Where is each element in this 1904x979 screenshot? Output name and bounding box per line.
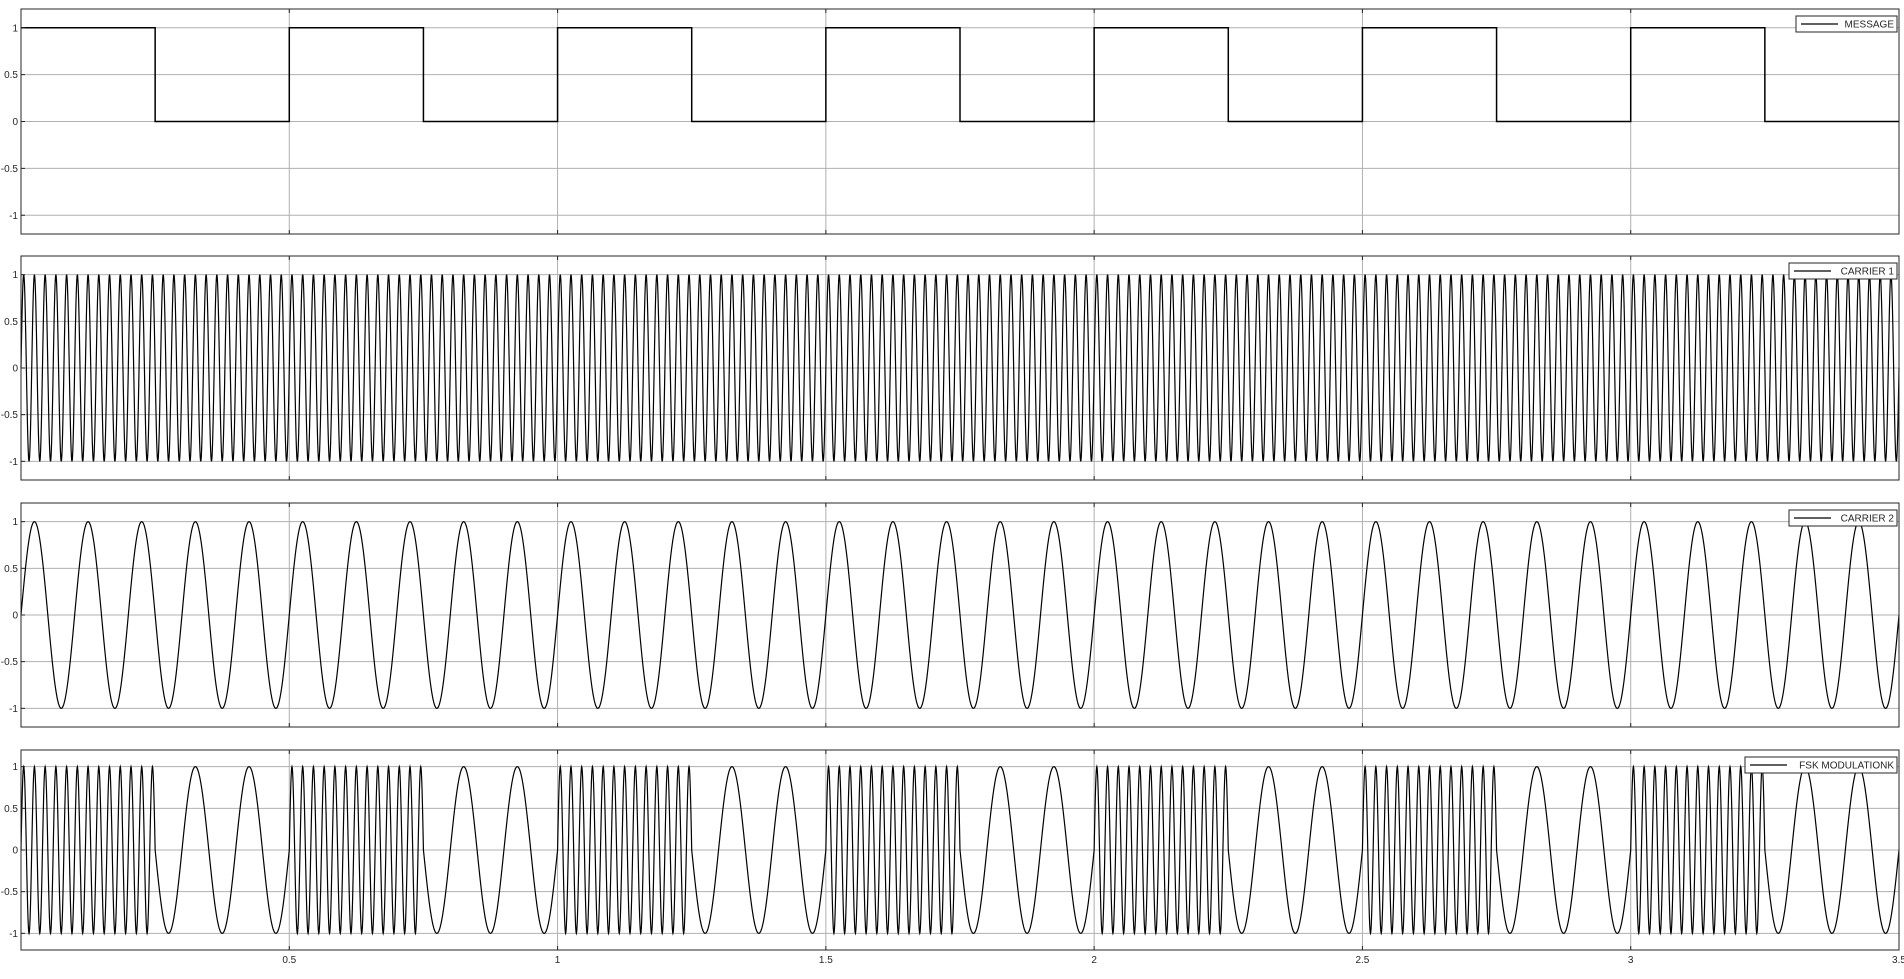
legend-box (1744, 756, 1898, 774)
y-tick-label: -0.5 (1, 164, 19, 175)
x-tick-label: 3 (1628, 955, 1634, 966)
y-tick-label: -0.5 (1, 410, 19, 421)
y-tick-label: 0 (12, 117, 18, 128)
y-tick-label: 0.5 (4, 804, 18, 815)
chart-panel-1: 1 0.5 0 -0.5 -1 MESSAGE (1, 8, 1900, 235)
y-tick-label: 1 (12, 270, 18, 281)
y-tick-label: 0.5 (4, 317, 18, 328)
y-tick-label: 1 (12, 762, 18, 773)
series-line-1 (20, 274, 1900, 462)
legend-label: CARRIER 1 (1841, 267, 1895, 278)
legend: CARRIER 1 (1788, 262, 1898, 280)
x-tick-label: 2.5 (1355, 955, 1369, 966)
y-tick-label: -1 (9, 704, 18, 715)
x-tick-label: 1 (555, 955, 561, 966)
y-tick-label: 1 (12, 517, 18, 528)
series-line-1 (21, 27, 1899, 123)
y-tick-label: 0 (12, 364, 18, 375)
y-tick-label: 0 (12, 846, 18, 857)
y-tick-label: 1 (12, 23, 18, 34)
x-tick-label: 1.5 (819, 955, 833, 966)
y-tick-label: -0.5 (1, 657, 19, 668)
x-tick-label: 0.5 (282, 955, 296, 966)
legend-label: CARRIER 2 (1841, 514, 1895, 525)
y-tick-label: 0 (12, 611, 18, 622)
legend-box (1788, 262, 1898, 280)
legend-label: MESSAGE (1845, 20, 1895, 31)
x-tick-label: 3.5 (1892, 955, 1904, 966)
y-tick-label: -0.5 (1, 887, 19, 898)
legend-box (1795, 15, 1898, 33)
legend-label: FSK MODULATIONK (1799, 761, 1894, 772)
y-tick-label: 0.5 (4, 564, 18, 575)
series-line-1 (20, 764, 1900, 936)
y-tick-label: -1 (9, 457, 18, 468)
legend-box (1788, 509, 1898, 527)
y-tick-label: 0.5 (4, 70, 18, 81)
chart-panel-4: 1 0.5 0 -0.5 -1 0.5 1 1.5 2 2.5 3 3.5 FSK MODULATION… (1, 749, 1904, 966)
y-tick-label: -1 (9, 929, 18, 940)
series-line-1 (20, 521, 1900, 709)
x-tick-label: 2 (1091, 955, 1097, 966)
y-tick-label: -1 (9, 211, 18, 222)
legend: MESSAGE (1795, 15, 1898, 33)
legend: FSK MODULATIONK (1744, 756, 1898, 774)
chart-panel-3: 1 0.5 0 -0.5 -1 CARRIER 2 (1, 502, 1900, 728)
legend: CARRIER 2 (1788, 509, 1898, 527)
chart-panel-2: 1 0.5 0 -0.5 -1 CARRIER 1 (1, 255, 1900, 481)
